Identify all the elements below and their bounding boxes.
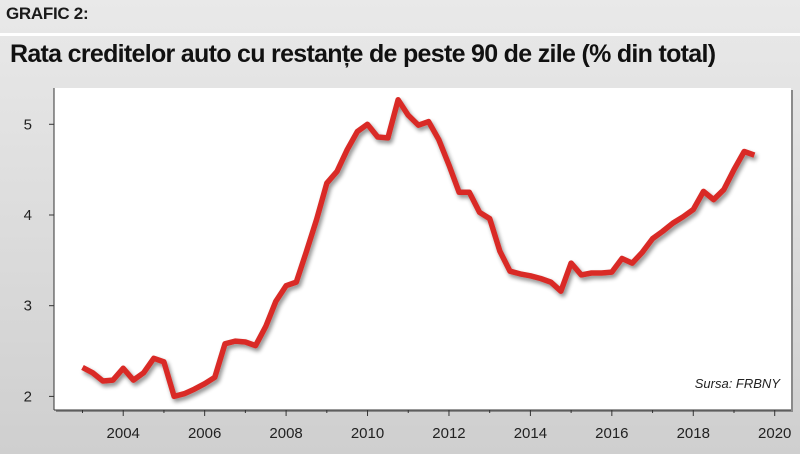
x-tick-label: 2010 <box>351 425 384 442</box>
x-tick-label: 2014 <box>514 425 547 442</box>
x-tick-label: 2012 <box>432 425 465 442</box>
plot-area <box>54 88 791 410</box>
x-tick-label: 2020 <box>758 425 791 442</box>
chart-title: Rata creditelor auto cu restanțe de pest… <box>10 40 716 68</box>
y-tick-label: 4 <box>24 207 32 224</box>
x-tick-label: 2004 <box>107 425 140 442</box>
x-tick-label: 2018 <box>677 425 710 442</box>
y-tick-label: 5 <box>24 116 32 133</box>
header-divider <box>0 33 800 36</box>
y-tick-label: 2 <box>24 388 32 405</box>
x-tick-label: 2008 <box>269 425 302 442</box>
x-tick-label: 2016 <box>595 425 628 442</box>
x-tick-label: 2006 <box>188 425 221 442</box>
source-note: Sursa: FRBNY <box>694 376 780 391</box>
y-tick-label: 3 <box>24 298 32 315</box>
series-line-0 <box>81 97 756 400</box>
figure-label: GRAFIC 2: <box>6 4 89 23</box>
